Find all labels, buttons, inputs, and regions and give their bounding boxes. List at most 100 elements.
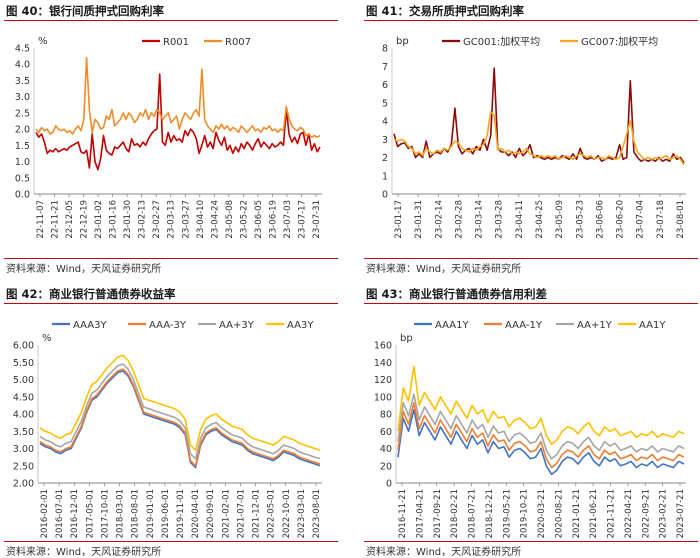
x-tick-label: 2017-05-01: [85, 489, 95, 538]
chart-panel-43: 图 43：商业银行普通债券信用利差 bp 0 20 40 60 80 100 120 140 16…: [360, 283, 700, 558]
x-tick-label: 2022-04-21: [624, 489, 634, 538]
y-tick-label: 6.00: [13, 341, 34, 352]
x-tick-label: 2022-10-01: [282, 489, 292, 538]
x-tick-label: 22-11-21: [51, 200, 61, 239]
x-tick-label: 23-02-14: [434, 200, 444, 239]
y-tick-label: 2.0: [15, 125, 30, 136]
x-tick-label: 2018-02-21: [450, 489, 460, 538]
x-tick-label: 23-01-17: [394, 200, 404, 239]
source-note: 资料来源：Wind，天风证券研究所: [6, 547, 162, 558]
x-tick-label: 2018-03-01: [116, 489, 126, 538]
x-tick-label: 23-07-17: [297, 200, 307, 239]
bank-bond-credit-spread-chart: bp 0 20 40 60 80 100 120 140 160 2016-11-21 2017-04…: [374, 320, 686, 538]
y-tick-label: 0: [386, 479, 392, 490]
series-line-aaa-3y: [39, 368, 321, 467]
y-tick-label: 4.5: [15, 44, 30, 55]
legend-label: AA3Y: [287, 320, 314, 331]
y-tick-label: 1: [382, 171, 388, 182]
y-tick-label: 3: [382, 135, 388, 146]
y-tick-label: 140: [374, 358, 392, 369]
series-line-aa+3y: [39, 363, 321, 460]
chart-panel-42: 图 42：商业银行普通债券收益率 % 2.00 2.50 3.00 3.50 4.00 4.…: [0, 283, 340, 558]
y-tick-label: 0.5: [15, 173, 30, 184]
y-tick-label: 120: [374, 375, 392, 386]
x-tick-label: 2021-06-21: [589, 489, 599, 538]
x-tick-label: 2023-08-01: [312, 489, 322, 538]
y-unit-label: bp: [396, 36, 409, 47]
x-tick-label: 22-12-19: [80, 200, 90, 239]
x-tick-label: 2020-08-21: [554, 489, 564, 538]
x-tick-label: 2019-05-21: [502, 489, 512, 538]
x-tick-label: 2020-09-01: [206, 489, 216, 538]
chart-title: 图 42：商业银行普通债券收益率: [6, 287, 176, 301]
legend-label: AA+1Y: [577, 320, 613, 331]
x-tick-label: 23-04-24: [210, 200, 220, 239]
x-tick-label: 23-06-20: [616, 200, 626, 239]
x-tick-label: 2016-02-01: [40, 489, 50, 538]
x-tick-label: 23-02-28: [454, 200, 464, 239]
chart-title: 图 43：商业银行普通债券信用利差: [366, 287, 548, 301]
y-tick-label: 1.5: [15, 141, 30, 152]
legend-label: R001: [163, 37, 189, 48]
x-tick-label: 2021-11-21: [607, 489, 617, 538]
series-line-aa3y: [39, 354, 321, 451]
y-tick-label: 100: [374, 392, 392, 403]
x-tick-label: 2018-08-01: [131, 489, 141, 538]
x-tick-label: 2017-09-21: [433, 489, 443, 538]
y-tick-label: 1.0: [15, 157, 30, 168]
x-tick-label: 2023-03-01: [297, 489, 307, 538]
x-tick-label: 23-04-10: [196, 200, 206, 239]
y-tick-label: 3.0: [15, 92, 30, 103]
x-tick-label: 2018-12-21: [485, 489, 495, 538]
x-tick-label: 2020-04-01: [191, 489, 201, 538]
y-tick-label: 4: [382, 117, 388, 128]
x-tick-label: 2019-10-21: [520, 489, 530, 538]
x-tick-label: 2019-06-01: [161, 489, 171, 538]
x-tick-label: 23-01-02: [94, 200, 104, 239]
legend-label: GC007:加权平均: [581, 35, 658, 48]
x-tick-label: 2016-12-01: [70, 489, 80, 538]
title-rule: [4, 303, 338, 304]
y-tick-label: 80: [380, 410, 392, 421]
source-note: 资料来源：Wind，天风证券研究所: [366, 547, 522, 558]
x-tick-label: 23-03-14: [475, 200, 485, 239]
x-tick-label: 23-03-13: [167, 200, 177, 239]
y-tick-label: 6: [382, 80, 388, 91]
x-tick-label: 2021-12-01: [252, 489, 262, 538]
x-tick-label: 23-05-08: [225, 200, 235, 239]
x-tick-label: 2020-03-21: [537, 489, 547, 538]
x-tick-label: 2018-07-21: [468, 489, 478, 538]
y-tick-label: 5.00: [13, 375, 34, 386]
x-tick-label: 23-04-11: [515, 200, 525, 239]
series-line-gc001: [393, 67, 685, 164]
x-tick-label: 2017-10-01: [100, 489, 110, 538]
x-tick-label: 23-01-31: [414, 200, 424, 239]
x-tick-label: 2022-09-21: [641, 489, 651, 538]
legend-label: AAA1Y: [435, 320, 469, 331]
title-rule: [364, 20, 698, 21]
y-unit-label: bp: [400, 333, 413, 344]
series-line-gc007: [393, 111, 685, 166]
y-tick-label: 4.00: [13, 410, 34, 421]
x-tick-label: 2022-05-01: [267, 489, 277, 538]
x-tick-label: 23-07-03: [283, 200, 293, 239]
x-tick-label: 23-02-27: [152, 200, 162, 239]
x-tick-label: 2021-01-21: [572, 489, 582, 538]
legend-label: R007: [225, 37, 251, 48]
title-rule: [364, 303, 698, 304]
source-note: 资料来源：Wind，天风证券研究所: [366, 264, 522, 275]
legend-label: GC001:加权平均: [463, 35, 540, 48]
series-line-aaa-1y: [397, 402, 685, 469]
y-tick-label: 40: [380, 444, 392, 455]
x-tick-label: 23-05-23: [575, 200, 585, 239]
x-tick-label: 2021-07-01: [236, 489, 246, 538]
x-tick-label: 23-03-28: [495, 200, 505, 239]
legend-label: AA+3Y: [219, 320, 255, 331]
y-tick-label: 0.0: [15, 190, 30, 201]
y-tick-label: 2.50: [13, 461, 34, 472]
y-tick-label: 5: [382, 98, 388, 109]
y-tick-label: 4.0: [15, 60, 30, 71]
series-line-r007: [35, 56, 321, 138]
source-rule: [364, 541, 698, 542]
x-tick-label: 23-01-30: [123, 200, 133, 239]
